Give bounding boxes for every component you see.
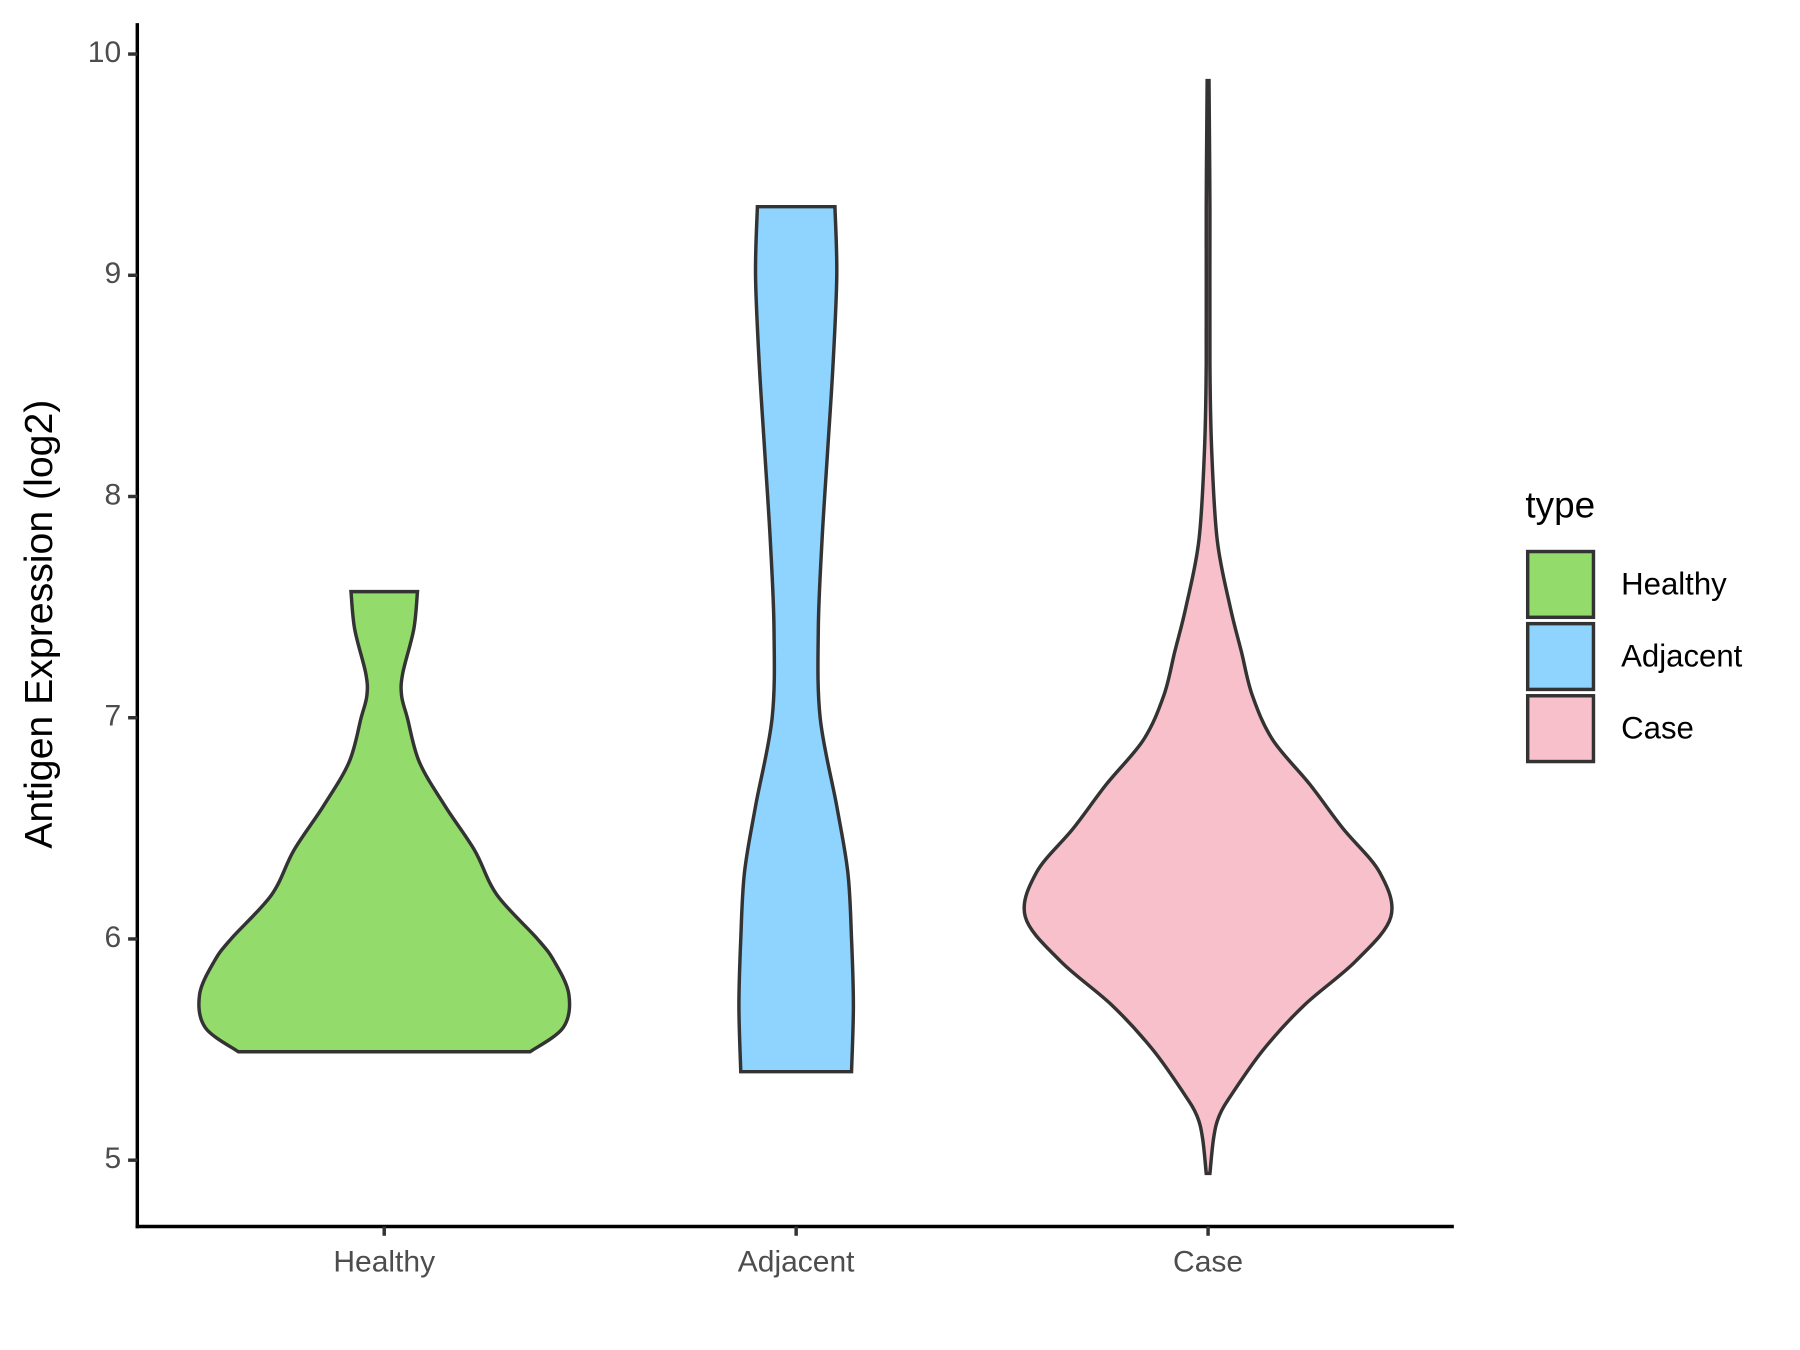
legend-key: [1525, 549, 1596, 620]
y-tick-label: 7: [104, 700, 121, 733]
y-tick-label: 10: [88, 36, 121, 69]
x-tick-label: Healthy: [333, 1245, 435, 1278]
x-tick-label: Adjacent: [738, 1245, 855, 1278]
y-tick-label: 9: [104, 257, 121, 290]
y-tick-label: 5: [104, 1142, 121, 1175]
legend-key: [1525, 694, 1596, 764]
legend-title: type: [1525, 484, 1595, 525]
violin: [197, 589, 572, 1054]
y-tick-label: 8: [104, 478, 121, 511]
violin: [737, 204, 856, 1074]
legend-label: Healthy: [1621, 566, 1727, 601]
legend-key: [1525, 621, 1596, 692]
x-tick-label: Case: [1173, 1245, 1243, 1278]
y-axis-title: Antigen Expression (log2): [17, 400, 61, 849]
legend-label: Case: [1621, 711, 1694, 746]
violin: [1022, 78, 1394, 1176]
y-tick-label: 6: [104, 921, 121, 954]
legend-label: Adjacent: [1621, 639, 1743, 674]
